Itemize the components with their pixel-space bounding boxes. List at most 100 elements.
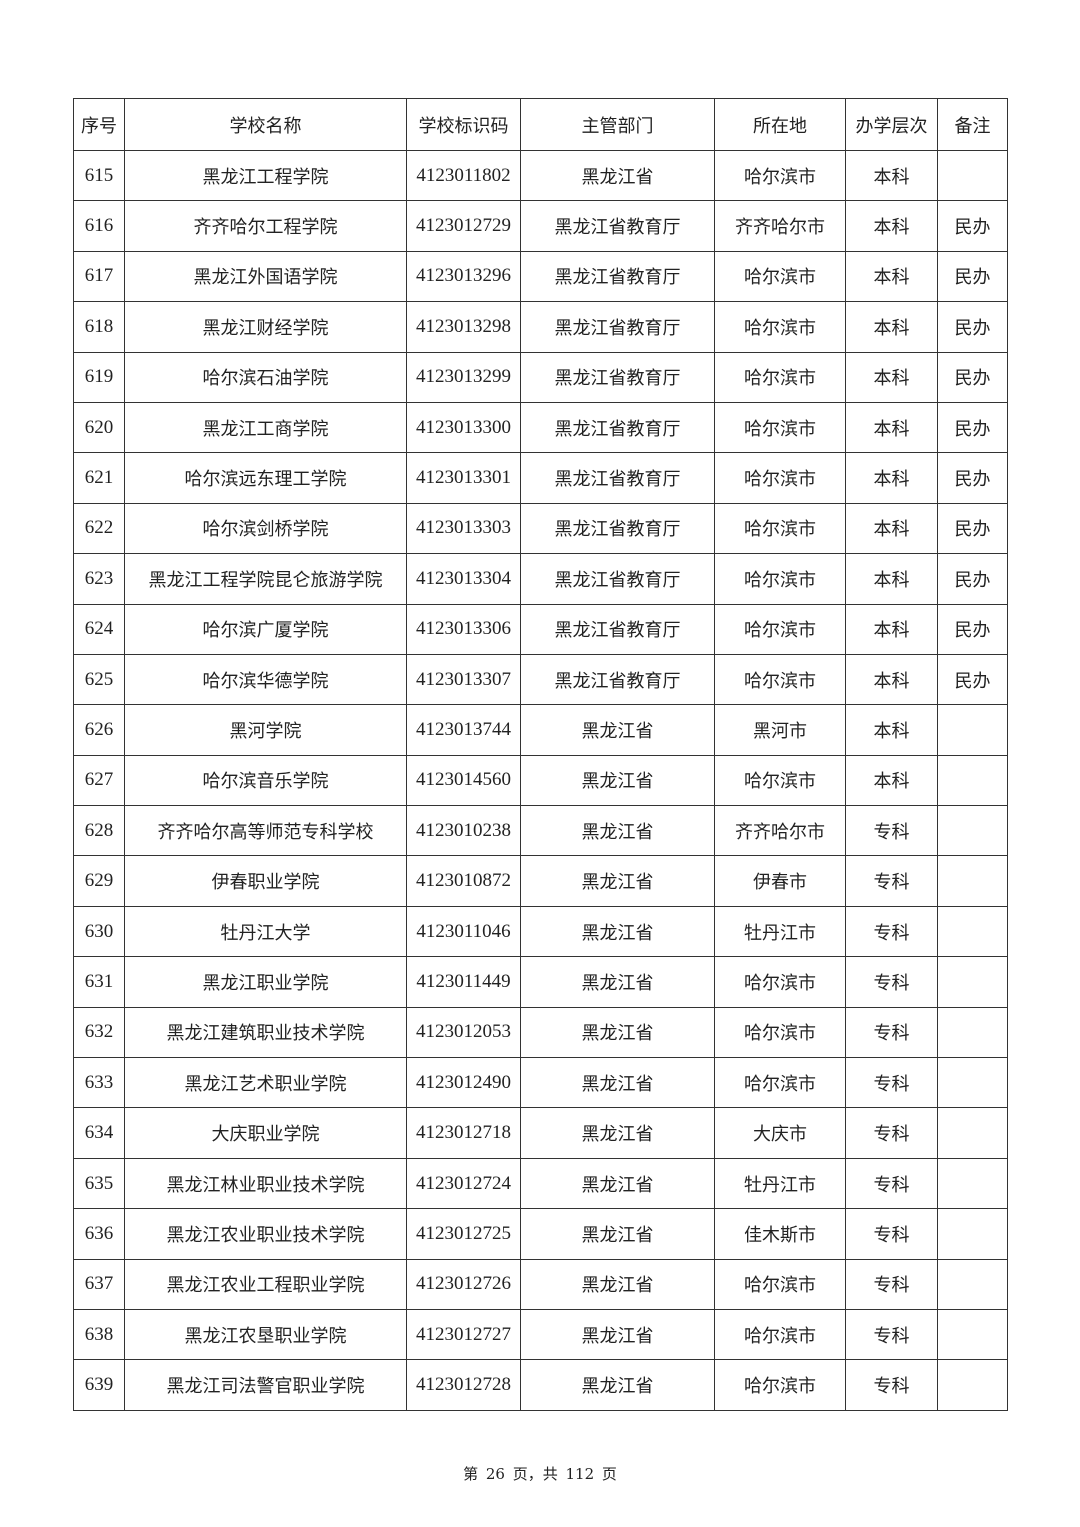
location-cell: 哈尔滨市	[714, 351, 846, 403]
school-name-cell: 黑龙江工程学院昆仑旅游学院	[124, 553, 407, 605]
department-cell: 黑龙江省	[520, 805, 715, 857]
remark-cell	[937, 1157, 1008, 1210]
department-cell: 黑龙江省	[520, 1157, 715, 1210]
department-cell: 黑龙江省教育厅	[520, 351, 715, 403]
department-cell: 黑龙江省	[520, 855, 715, 907]
remark-cell	[937, 1006, 1008, 1059]
level-cell: 专科	[845, 1057, 938, 1109]
school-code-cell: 4123011449	[406, 956, 521, 1008]
level-cell: 本科	[845, 301, 938, 353]
school-code-cell: 4123010238	[406, 805, 521, 857]
level-cell: 本科	[845, 553, 938, 605]
school-name-cell: 牡丹江大学	[124, 905, 407, 958]
table-row: 627 哈尔滨音乐学院 4123014560 黑龙江省 哈尔滨市 本科	[73, 754, 1008, 807]
school-name-cell: 黑龙江司法警官职业学院	[124, 1359, 407, 1411]
school-name-cell: 黑河学院	[124, 704, 407, 756]
school-code-cell: 4123014560	[406, 754, 521, 807]
remark-cell	[937, 1308, 1008, 1361]
header-location: 所在地	[714, 98, 846, 151]
table-body: 615 黑龙江工程学院 4123011802 黑龙江省 哈尔滨市 本科 616 齐齐哈尔工程学…	[73, 149, 1008, 1411]
remark-cell: 民办	[937, 502, 1008, 555]
location-cell: 牡丹江市	[714, 905, 846, 958]
school-code-cell: 4123010872	[406, 855, 521, 907]
department-cell: 黑龙江省	[520, 1208, 715, 1260]
school-name-cell: 哈尔滨远东理工学院	[124, 452, 407, 504]
location-cell: 哈尔滨市	[714, 1359, 846, 1411]
table-row: 617 黑龙江外国语学院 4123013296 黑龙江省教育厅 哈尔滨市 本科 民办	[73, 250, 1008, 303]
level-cell: 专科	[845, 1107, 938, 1159]
table-row: 639 黑龙江司法警官职业学院 4123012728 黑龙江省 哈尔滨市 专科	[73, 1359, 1008, 1411]
school-code-cell: 4123013744	[406, 704, 521, 756]
department-cell: 黑龙江省	[520, 149, 715, 202]
index-cell: 628	[73, 805, 125, 857]
index-cell: 630	[73, 905, 125, 958]
school-code-cell: 4123012718	[406, 1107, 521, 1159]
index-cell: 618	[73, 301, 125, 353]
index-cell: 621	[73, 452, 125, 504]
department-cell: 黑龙江省教育厅	[520, 452, 715, 504]
location-cell: 哈尔滨市	[714, 1258, 846, 1310]
location-cell: 哈尔滨市	[714, 149, 846, 202]
school-code-cell: 4123012725	[406, 1208, 521, 1260]
level-cell: 本科	[845, 200, 938, 252]
index-cell: 624	[73, 603, 125, 655]
page-number: 第 26 页，共 112 页	[463, 1465, 617, 1483]
level-cell: 本科	[845, 149, 938, 202]
level-cell: 本科	[845, 452, 938, 504]
department-cell: 黑龙江省	[520, 1006, 715, 1059]
table-row: 633 黑龙江艺术职业学院 4123012490 黑龙江省 哈尔滨市 专科	[73, 1057, 1008, 1109]
remark-cell: 民办	[937, 553, 1008, 605]
school-name-cell: 哈尔滨音乐学院	[124, 754, 407, 807]
remark-cell	[937, 855, 1008, 907]
level-cell: 本科	[845, 401, 938, 454]
school-name-cell: 黑龙江财经学院	[124, 301, 407, 353]
index-cell: 638	[73, 1308, 125, 1361]
table-row: 615 黑龙江工程学院 4123011802 黑龙江省 哈尔滨市 本科	[73, 149, 1008, 202]
level-cell: 专科	[845, 855, 938, 907]
remark-cell: 民办	[937, 200, 1008, 252]
table-row: 628 齐齐哈尔高等师范专科学校 4123010238 黑龙江省 齐齐哈尔市 专科	[73, 805, 1008, 857]
table-row: 630 牡丹江大学 4123011046 黑龙江省 牡丹江市 专科	[73, 905, 1008, 958]
department-cell: 黑龙江省	[520, 1359, 715, 1411]
level-cell: 专科	[845, 1208, 938, 1260]
location-cell: 哈尔滨市	[714, 502, 846, 555]
school-name-cell: 哈尔滨华德学院	[124, 653, 407, 706]
remark-cell	[937, 956, 1008, 1008]
remark-cell: 民办	[937, 452, 1008, 504]
header-index: 序号	[73, 98, 125, 151]
school-code-cell: 4123013304	[406, 553, 521, 605]
index-cell: 639	[73, 1359, 125, 1411]
location-cell: 黑河市	[714, 704, 846, 756]
index-cell: 636	[73, 1208, 125, 1260]
schools-table: 序号 学校名称 学校标识码 主管部门 所在地 办学层次 备注 615 黑龙江工程学…	[73, 98, 1008, 1411]
level-cell: 本科	[845, 704, 938, 756]
index-cell: 631	[73, 956, 125, 1008]
table-row: 616 齐齐哈尔工程学院 4123012729 黑龙江省教育厅 齐齐哈尔市 本科 民办	[73, 200, 1008, 252]
remark-cell	[937, 754, 1008, 807]
remark-cell	[937, 805, 1008, 857]
level-cell: 本科	[845, 653, 938, 706]
level-cell: 本科	[845, 754, 938, 807]
level-cell: 专科	[845, 1157, 938, 1210]
remark-cell: 民办	[937, 653, 1008, 706]
remark-cell	[937, 1359, 1008, 1411]
school-name-cell: 黑龙江艺术职业学院	[124, 1057, 407, 1109]
school-name-cell: 齐齐哈尔工程学院	[124, 200, 407, 252]
index-cell: 615	[73, 149, 125, 202]
index-cell: 617	[73, 250, 125, 303]
department-cell: 黑龙江省教育厅	[520, 401, 715, 454]
index-cell: 625	[73, 653, 125, 706]
index-cell: 619	[73, 351, 125, 403]
level-cell: 专科	[845, 1308, 938, 1361]
school-name-cell: 黑龙江农业职业技术学院	[124, 1208, 407, 1260]
header-school-name: 学校名称	[124, 98, 407, 151]
school-code-cell: 4123013303	[406, 502, 521, 555]
table-row: 638 黑龙江农垦职业学院 4123012727 黑龙江省 哈尔滨市 专科	[73, 1308, 1008, 1361]
school-code-cell: 4123011046	[406, 905, 521, 958]
remark-cell	[937, 905, 1008, 958]
department-cell: 黑龙江省教育厅	[520, 603, 715, 655]
school-code-cell: 4123013299	[406, 351, 521, 403]
school-code-cell: 4123012490	[406, 1057, 521, 1109]
index-cell: 637	[73, 1258, 125, 1310]
school-code-cell: 4123011802	[406, 149, 521, 202]
